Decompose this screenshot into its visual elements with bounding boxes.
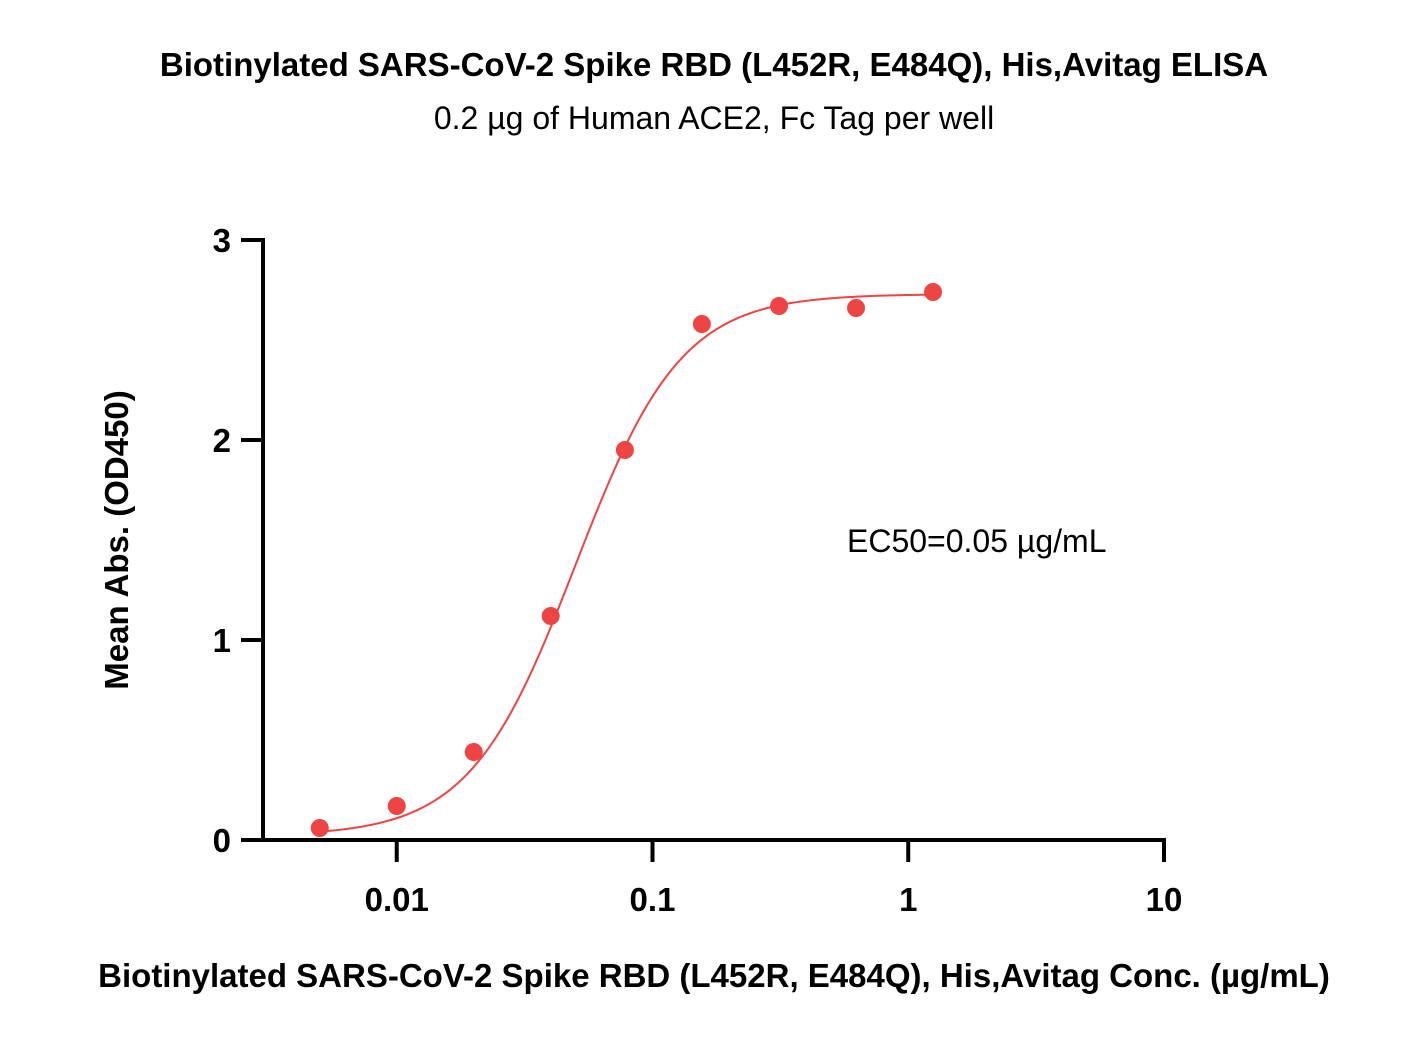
- x-tick-label: 1: [899, 881, 917, 918]
- x-tick-label: 0.01: [365, 881, 429, 918]
- data-point: [310, 819, 329, 837]
- fit-curve: [319, 293, 934, 833]
- y-tick-label: 2: [213, 422, 231, 459]
- x-tick-label: 10: [1146, 881, 1183, 918]
- data-point: [387, 797, 406, 815]
- data-points: [310, 283, 943, 837]
- ec50-annotation: EC50=0.05 µg/mL: [847, 523, 1106, 559]
- data-point: [770, 297, 789, 315]
- data-point: [615, 441, 634, 459]
- x-ticks: 0.01 0.1 1 10: [365, 840, 1183, 918]
- x-tick-label: 0.1: [630, 881, 676, 918]
- axes: [261, 238, 1166, 842]
- y-axis-label: Mean Abs. (OD450): [98, 390, 135, 690]
- y-tick-label: 1: [213, 622, 231, 659]
- y-tick-label: 3: [213, 222, 231, 259]
- data-point: [541, 607, 560, 625]
- y-ticks: 0 1 2 3: [213, 222, 263, 859]
- data-point: [464, 743, 483, 761]
- data-point: [924, 283, 943, 301]
- chart-title: Biotinylated SARS-CoV-2 Spike RBD (L452R…: [159, 46, 1269, 83]
- x-axis-label: Biotinylated SARS-CoV-2 Spike RBD (L452R…: [98, 957, 1330, 994]
- chart-subtitle: 0.2 µg of Human ACE2, Fc Tag per well: [433, 100, 995, 136]
- data-point: [847, 299, 866, 317]
- data-point: [692, 315, 711, 333]
- y-tick-label: 0: [213, 822, 231, 859]
